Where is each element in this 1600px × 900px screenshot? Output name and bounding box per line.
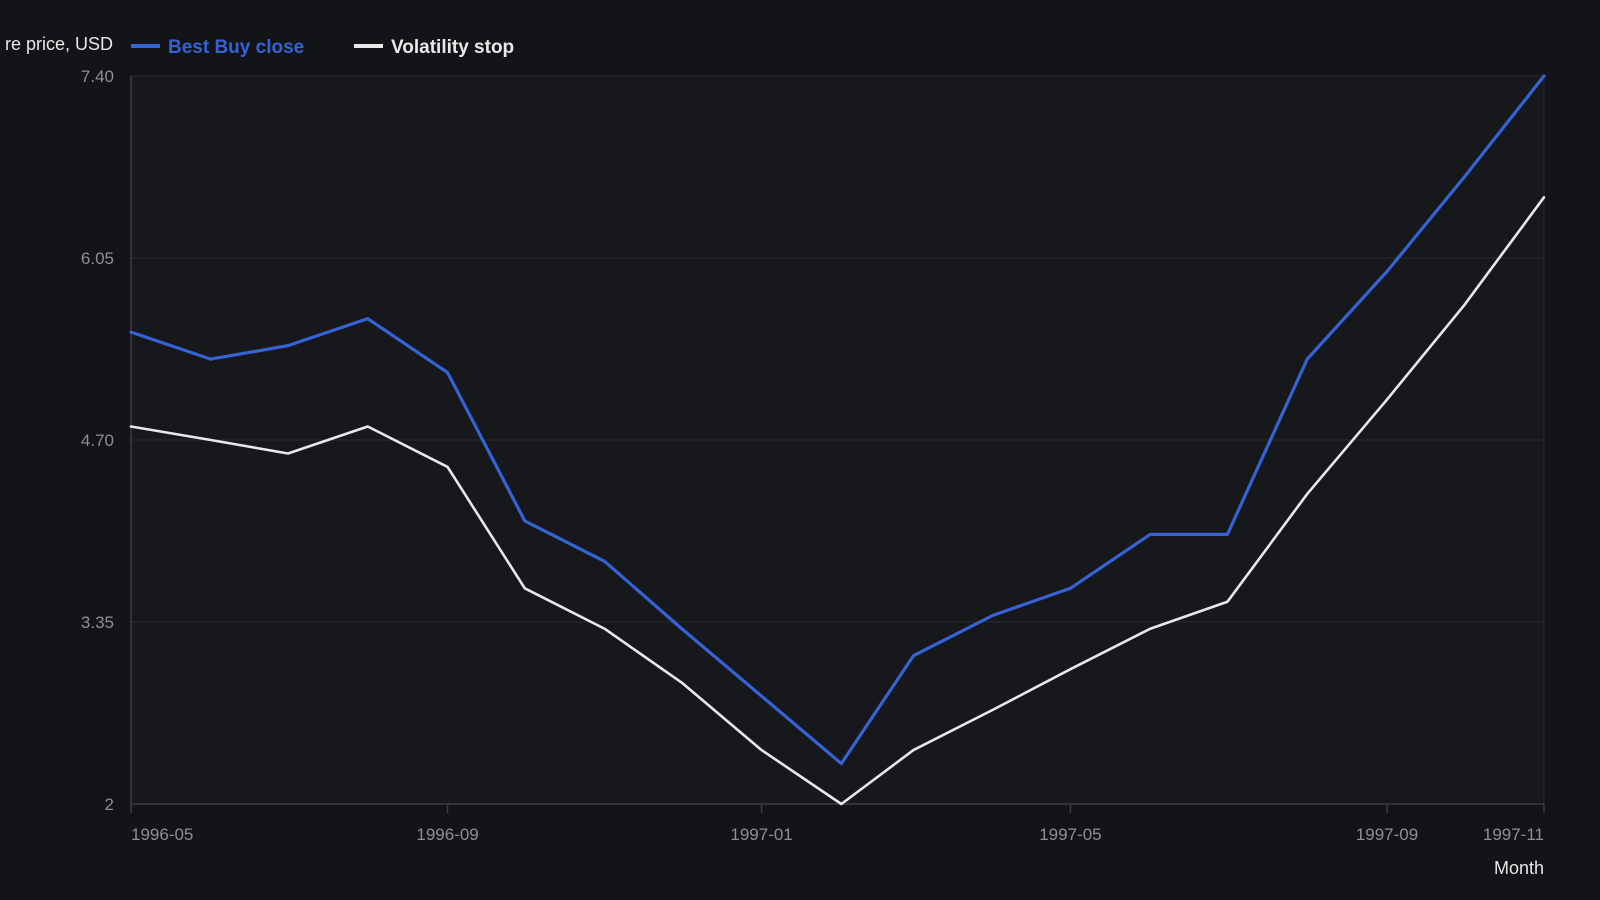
y-tick-label: 4.70 [81,431,114,450]
x-tick-label: 1996-05 [131,825,193,844]
axes: 2 3.35 4.70 6.05 7.40 1996-05 1996-09 1997-01 19… [81,67,1545,844]
x-tick-label: 1997-09 [1356,825,1418,844]
y-tick-label: 3.35 [81,613,114,632]
y-tick-label: 7.40 [81,67,114,86]
y-axis-label: re price, USD [5,34,113,54]
series-lines [129,74,1546,806]
x-tick-label: 1997-05 [1039,825,1101,844]
legend: Best Buy close Volatility stop [131,37,514,58]
volatility-stop-line [129,196,1546,806]
legend-label-volatility-stop: Volatility stop [391,37,514,58]
x-tick-label: 1997-01 [730,825,792,844]
gridlines [131,75,1545,804]
y-tick-label: 6.05 [81,249,114,268]
best-buy-close-line [129,74,1546,766]
y-tick-label: 2 [105,795,114,814]
x-tick-label: 1997-11 [1483,825,1544,844]
x-tick-label: 1996-09 [416,825,478,844]
x-axis-label: Month [1494,858,1544,878]
legend-label-best-buy-close: Best Buy close [168,37,304,58]
